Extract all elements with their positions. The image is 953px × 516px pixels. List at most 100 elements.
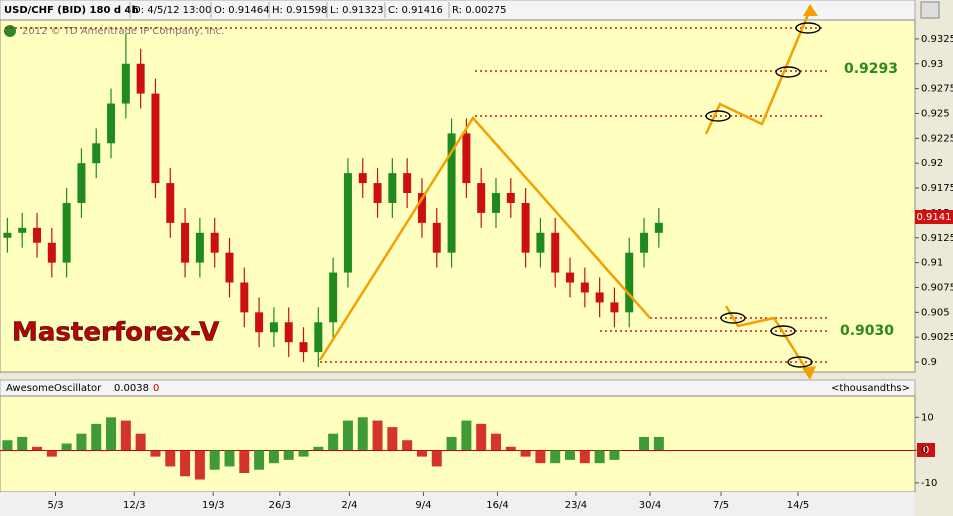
candle-body: [166, 183, 175, 223]
osc-zero: 0: [153, 383, 159, 394]
osc-bar: [165, 450, 176, 467]
candle-body: [358, 173, 367, 184]
osc-bar: [76, 433, 87, 451]
candle-body: [136, 63, 145, 94]
candle-body: [18, 227, 27, 233]
osc-bar: [372, 420, 383, 451]
price-panel: [0, 19, 916, 373]
osc-bar: [2, 440, 13, 451]
candle-body: [462, 133, 471, 184]
trend-line: [318, 115, 651, 361]
y-tick-label: 0.9075: [921, 282, 953, 293]
candle-body: [388, 173, 397, 203]
marker: [787, 356, 813, 368]
osc-tick-label: 0: [921, 445, 927, 456]
y-tick-label: 0.9325: [921, 34, 953, 45]
candle-body: [314, 322, 323, 353]
osc-bar: [476, 423, 487, 451]
osc-bar: [579, 450, 590, 464]
candle-body: [284, 322, 293, 343]
osc-bar: [283, 450, 294, 460]
osc-bar: [594, 450, 605, 464]
x-tick-label: 23/4: [565, 500, 587, 511]
osc-tick-label: -10: [921, 478, 937, 489]
candle-body: [92, 143, 101, 164]
marker: [720, 312, 746, 324]
candle-body: [373, 183, 382, 203]
osc-bar: [17, 436, 28, 451]
last-price-box: [915, 210, 953, 224]
osc-tick-label: 10: [921, 412, 934, 423]
info-field: C: 0.91416: [388, 5, 443, 16]
candle-body: [625, 252, 634, 313]
candle-body: [403, 173, 412, 194]
info-fields: D: 4/5/12 13:00 O: 0.91464 H: 0.91598 L: 0.…: [129, 2, 507, 18]
candle-body: [62, 202, 71, 263]
x-tick-label: 9/4: [415, 500, 431, 511]
candle-body: [477, 183, 486, 213]
info-field: D: 4/5/12 13:00: [133, 5, 211, 16]
y-tick-label: 0.92: [921, 158, 943, 169]
osc-bar: [535, 450, 546, 464]
info-field: O: 0.91464: [214, 5, 270, 16]
osc-bar: [194, 450, 205, 480]
x-tick-label: 26/3: [269, 500, 291, 511]
osc-bar: [609, 450, 620, 460]
candle-body: [269, 322, 278, 333]
y-tick-label: 0.9: [921, 357, 937, 368]
y-tick-label: 0.91: [921, 258, 943, 269]
candle-body: [121, 63, 130, 104]
candle-body: [343, 173, 352, 273]
osc-bar: [402, 440, 413, 451]
osc-bar: [520, 450, 531, 457]
candle-body: [654, 222, 663, 233]
info-field: L: 0.91323: [330, 5, 383, 16]
x-tick-label: 16/4: [486, 500, 508, 511]
candle-body: [47, 242, 56, 263]
settings-button[interactable]: [920, 1, 940, 19]
copyright: 2012 © TD Ameritrade IP Company, Inc.: [22, 26, 224, 37]
osc-bar: [209, 450, 220, 470]
info-field: H: 0.91598: [272, 5, 327, 16]
osc-bar: [120, 420, 131, 451]
marker: [795, 22, 821, 34]
x-tick-label: 7/5: [713, 500, 729, 511]
candle-body: [240, 282, 249, 313]
osc-bar: [653, 436, 664, 451]
arrow-head: [802, 366, 816, 380]
osc-bar: [224, 450, 235, 467]
marker: [770, 325, 796, 337]
osc-bar: [46, 450, 57, 457]
osc-bar: [32, 446, 43, 451]
osc-units: <thousandths>: [831, 383, 910, 394]
osc-bar: [342, 420, 353, 451]
candle-body: [447, 133, 456, 253]
info-icon[interactable]: [4, 25, 16, 37]
candle-body: [181, 222, 190, 263]
x-tick-label: 30/4: [639, 500, 661, 511]
candles: [3, 33, 663, 368]
candle-body: [77, 163, 86, 203]
candle-body: [33, 227, 42, 243]
osc-bar: [431, 450, 442, 467]
candle-body: [595, 292, 604, 303]
annotation: 0.9030: [840, 323, 894, 339]
osc-bar: [357, 417, 368, 451]
osc-bar: [61, 443, 72, 451]
candle-body: [580, 282, 589, 293]
osc-last-box: [917, 443, 935, 457]
candle-body: [566, 272, 575, 283]
x-tick-label: 19/3: [202, 500, 224, 511]
osc-bar: [550, 450, 561, 464]
marker: [775, 66, 801, 78]
osc-bar: [254, 450, 265, 470]
candle-body: [610, 302, 619, 313]
osc-bar: [150, 450, 161, 457]
candle-body: [491, 193, 500, 213]
candle-body: [640, 232, 649, 253]
osc-value: 0.0038: [114, 383, 149, 394]
y-tick-label: 0.925: [921, 108, 950, 119]
osc-bar: [461, 420, 472, 451]
candle-body: [195, 232, 204, 263]
osc-panel: [0, 395, 916, 493]
